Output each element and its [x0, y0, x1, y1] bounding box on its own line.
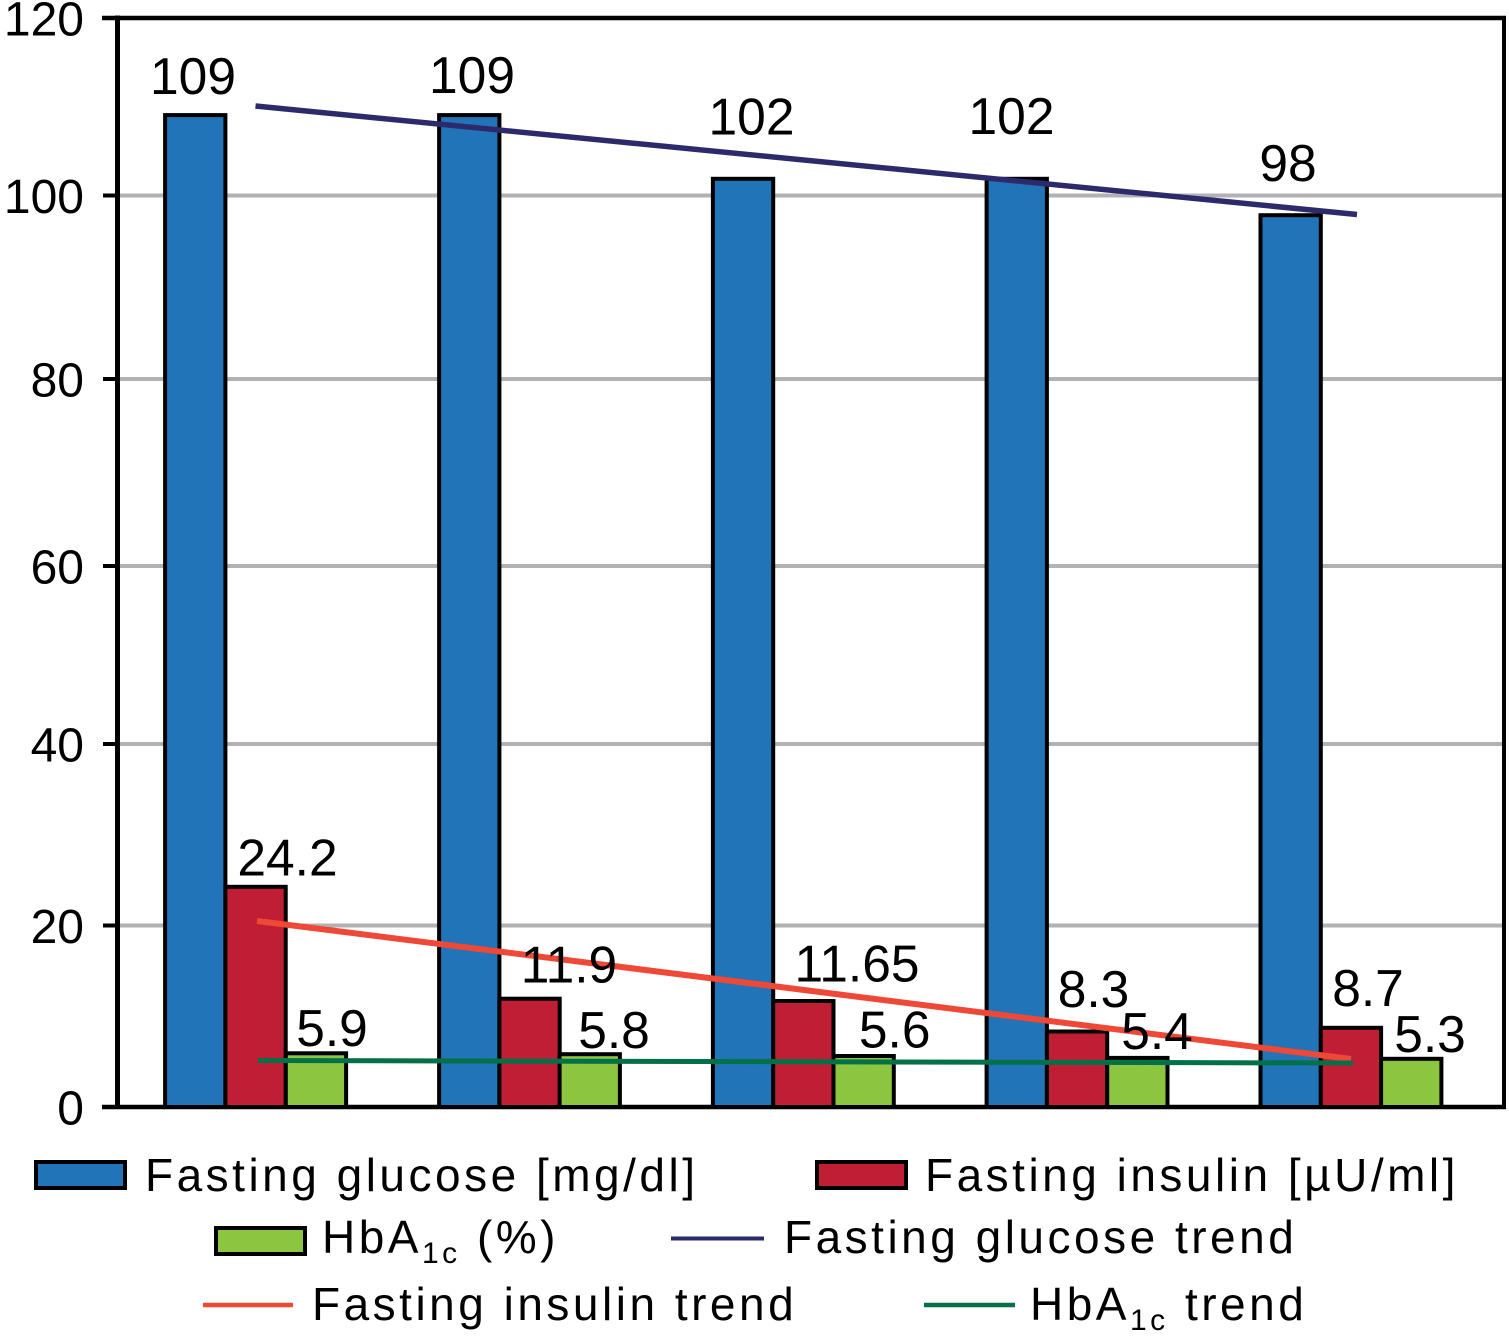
svg-text:5.3: 5.3 — [1394, 1005, 1466, 1063]
svg-text:80: 80 — [31, 355, 84, 408]
svg-text:5.4: 5.4 — [1121, 1002, 1193, 1060]
svg-text:8.7: 8.7 — [1332, 959, 1404, 1017]
svg-text:102: 102 — [969, 87, 1055, 145]
svg-text:0: 0 — [57, 1083, 84, 1136]
svg-text:109: 109 — [150, 47, 236, 105]
svg-text:5.6: 5.6 — [859, 1001, 931, 1059]
svg-text:20: 20 — [31, 901, 84, 954]
svg-text:11.65: 11.65 — [794, 935, 919, 993]
svg-text:Fasting glucose trend: Fasting glucose trend — [784, 1211, 1297, 1263]
svg-text:11.9: 11.9 — [521, 936, 617, 994]
svg-text:109: 109 — [429, 46, 515, 104]
svg-text:100: 100 — [4, 171, 84, 224]
svg-text:Fasting insulin [µU/ml]: Fasting insulin [µU/ml] — [925, 1149, 1459, 1201]
svg-text:120: 120 — [4, 0, 84, 47]
svg-text:40: 40 — [31, 720, 84, 773]
svg-text:102: 102 — [709, 88, 795, 146]
svg-text:60: 60 — [31, 542, 84, 595]
svg-text:8.3: 8.3 — [1058, 960, 1130, 1018]
svg-text:HbA1c trend: HbA1c trend — [1030, 1278, 1307, 1337]
svg-text:24.2: 24.2 — [237, 829, 337, 887]
svg-text:Fasting insulin trend: Fasting insulin trend — [312, 1278, 797, 1330]
svg-text:5.9: 5.9 — [296, 999, 368, 1057]
svg-text:Fasting glucose [mg/dl]: Fasting glucose [mg/dl] — [145, 1149, 699, 1201]
svg-text:5.8: 5.8 — [578, 1001, 650, 1059]
svg-text:98: 98 — [1259, 134, 1316, 192]
svg-text:HbA1c (%): HbA1c (%) — [322, 1211, 559, 1270]
